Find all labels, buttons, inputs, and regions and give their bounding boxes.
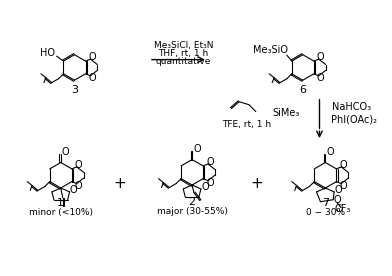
Text: O: O <box>89 73 96 83</box>
Text: TFE, rt, 1 h: TFE, rt, 1 h <box>222 120 272 129</box>
Text: minor (<10%): minor (<10%) <box>29 208 93 217</box>
Text: O: O <box>75 181 82 190</box>
Text: O: O <box>70 185 77 195</box>
Text: O: O <box>75 160 82 170</box>
Text: THF, rt, 1 h: THF, rt, 1 h <box>158 49 209 58</box>
Text: 6: 6 <box>299 85 306 95</box>
Text: Me₃SiCl, Et₃N: Me₃SiCl, Et₃N <box>154 41 213 51</box>
Text: O: O <box>339 160 347 170</box>
Text: SiMe₃: SiMe₃ <box>272 108 300 118</box>
Text: O: O <box>206 157 214 167</box>
Text: O: O <box>317 52 325 62</box>
Text: HO: HO <box>40 48 55 58</box>
Text: 0 − 30%: 0 − 30% <box>306 208 345 217</box>
Text: O: O <box>62 147 69 157</box>
Text: O: O <box>201 182 209 192</box>
Text: O: O <box>193 144 201 154</box>
Text: 7: 7 <box>322 198 329 208</box>
Text: major (30-55%): major (30-55%) <box>157 207 227 216</box>
Text: CF₃: CF₃ <box>335 204 351 214</box>
Text: NaHCO₃: NaHCO₃ <box>332 102 371 112</box>
Text: O: O <box>333 195 341 205</box>
Text: 1: 1 <box>57 198 64 208</box>
Text: O: O <box>206 177 214 188</box>
Text: O: O <box>89 52 96 62</box>
Text: 2: 2 <box>189 197 196 207</box>
Text: O: O <box>334 185 342 195</box>
Text: PhI(OAc)₂: PhI(OAc)₂ <box>331 114 377 124</box>
Text: 3: 3 <box>71 85 78 95</box>
Text: +: + <box>250 176 263 190</box>
Text: Me₃SiO: Me₃SiO <box>253 45 288 55</box>
Text: +: + <box>113 176 126 190</box>
Text: quantitative: quantitative <box>156 57 211 66</box>
Text: O: O <box>339 181 347 190</box>
Text: O: O <box>317 73 325 83</box>
Text: O: O <box>327 147 334 157</box>
